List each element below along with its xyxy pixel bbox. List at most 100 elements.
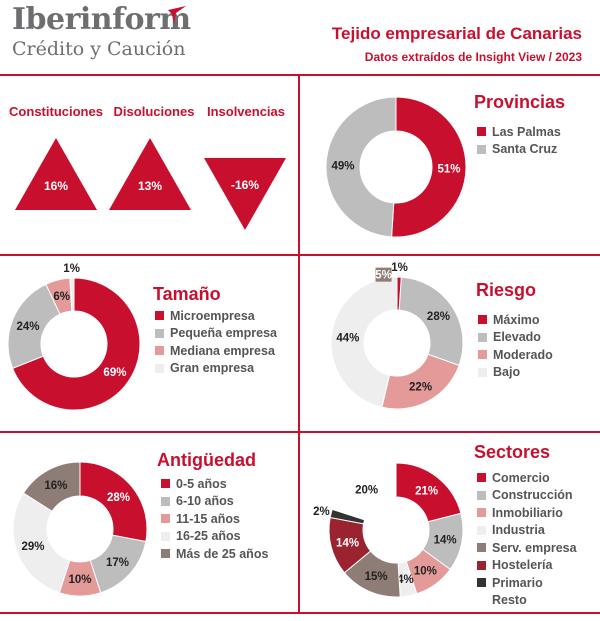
legend-label: 6-10 años bbox=[176, 494, 234, 509]
donut-slice bbox=[69, 277, 75, 312]
donut-slice bbox=[331, 462, 397, 521]
legend-item: Pequeña empresa bbox=[155, 325, 277, 343]
legend-label: Resto bbox=[492, 593, 527, 608]
legend-label: 11-15 años bbox=[176, 511, 240, 526]
legend-label: Hostelería bbox=[492, 558, 553, 573]
legend-item: 16-25 años bbox=[161, 528, 268, 546]
donut-slice bbox=[22, 461, 81, 513]
title-sectores: Sectores bbox=[474, 442, 551, 462]
title-provincias: Provincias bbox=[474, 92, 566, 112]
panel-antiguedad: 28% 17% 10% 29% 16% Antigüedad 0-5 años 6-10… bbox=[0, 433, 298, 612]
legend-swatch bbox=[477, 508, 486, 518]
tri-label-insolvencias: Insolvencias bbox=[206, 104, 286, 119]
legend-swatch bbox=[477, 595, 486, 605]
legend-antiguedad: 0-5 años 6-10 años 11-15 años 16-25 años… bbox=[161, 475, 268, 563]
legend-label: Más de 25 años bbox=[176, 546, 269, 561]
legend-item: 0-5 años bbox=[161, 475, 268, 493]
triangle-chart: 16% 13% -16% bbox=[15, 138, 286, 230]
donut-slice bbox=[11, 277, 141, 411]
data-label: 1% bbox=[63, 263, 80, 275]
legend-item: Primario bbox=[477, 574, 577, 592]
data-label: 1% bbox=[391, 262, 408, 274]
data-label: 2% bbox=[313, 506, 330, 518]
legend-item: Bajo bbox=[478, 364, 553, 382]
legend-label: Inmobiliario bbox=[492, 505, 563, 520]
legend-item: 11-15 años bbox=[161, 510, 268, 528]
divider-top bbox=[0, 74, 600, 76]
legend-item: Serv. empresa bbox=[477, 539, 577, 557]
legend-item: Construcción bbox=[477, 487, 577, 505]
panel-riesgo: 1% 28% 22% 44% 5% Riesgo Máximo Elevado Mode… bbox=[300, 256, 600, 431]
legend-item: Mediana empresa bbox=[155, 342, 277, 360]
data-label: 14% bbox=[336, 537, 359, 549]
legend-label: Pequeña empresa bbox=[170, 326, 277, 341]
legend-item: Comercio bbox=[477, 469, 577, 487]
logo-text: Iberinform bbox=[12, 2, 191, 37]
legend-swatch bbox=[477, 490, 486, 500]
triangle-up-constituciones: 16% bbox=[15, 138, 97, 210]
data-label: 6% bbox=[53, 291, 70, 303]
value-constituciones: 16% bbox=[44, 179, 68, 193]
legend-label: Industria bbox=[492, 523, 545, 538]
legend-swatch bbox=[477, 525, 486, 535]
legend-swatch bbox=[478, 315, 487, 325]
legend-item: Máximo bbox=[478, 311, 553, 329]
divider-row2 bbox=[0, 431, 600, 433]
header: Iberinform Crédito y Caución Tejido empr… bbox=[0, 0, 600, 72]
extra-data-label: 5% bbox=[375, 270, 392, 282]
title-tamano: Tamaño bbox=[153, 284, 221, 304]
legend-item: Gran empresa bbox=[155, 360, 277, 378]
data-label: 29% bbox=[21, 541, 44, 553]
donut-tamano: 69% 24% 6% 1% bbox=[7, 263, 141, 411]
legend-label: Las Palmas bbox=[492, 124, 561, 139]
legend-label: Serv. empresa bbox=[492, 540, 577, 555]
data-label: 44% bbox=[336, 332, 359, 344]
data-label: 16% bbox=[44, 480, 67, 492]
donut-slice bbox=[398, 276, 464, 367]
legend-swatch bbox=[155, 328, 164, 338]
legend-item: Inmobiliario bbox=[477, 504, 577, 522]
legend-item: Más de 25 años bbox=[161, 545, 268, 563]
legend-swatch bbox=[477, 127, 486, 137]
donut-slice bbox=[79, 461, 148, 543]
legend-label: Máximo bbox=[493, 312, 540, 327]
divider-vertical bbox=[298, 74, 300, 612]
title-antiguedad: Antigüedad bbox=[157, 450, 256, 470]
legend-item: Hostelería bbox=[477, 557, 577, 575]
data-label: 17% bbox=[106, 557, 129, 569]
donut-slice bbox=[391, 96, 467, 238]
data-label: 51% bbox=[437, 164, 460, 176]
legend-label: Mediana empresa bbox=[170, 343, 275, 358]
donut-sectores: 21% 14% 10%4% 15% 14% 2% 20% bbox=[313, 462, 464, 598]
legend-label: Moderado bbox=[493, 347, 553, 362]
bird-logo-icon bbox=[168, 6, 186, 24]
data-label: 49% bbox=[332, 160, 355, 172]
triangle-down-insolvencias: -16% bbox=[204, 158, 286, 230]
legend-label: Construcción bbox=[492, 488, 573, 503]
legend-item: Industria bbox=[477, 522, 577, 540]
legend-swatch bbox=[161, 479, 170, 489]
donut-slice bbox=[12, 492, 71, 594]
donut-antiguedad: 28% 17% 10% 29% 16% bbox=[12, 461, 148, 597]
legend-swatch bbox=[477, 144, 486, 154]
legend-swatch bbox=[477, 560, 486, 570]
legend-label: 16-25 años bbox=[176, 529, 241, 544]
legend-swatch bbox=[477, 473, 486, 483]
legend-item: Resto bbox=[477, 592, 577, 610]
donut-provincias: 51% 49% bbox=[325, 96, 467, 238]
data-label: 10% bbox=[68, 574, 91, 586]
data-label: 10% bbox=[414, 565, 437, 577]
panel-sectores: 21% 14% 10% 4% 15% 14% 2% 20% Sectores Comercio… bbox=[300, 433, 600, 612]
legend-swatch bbox=[155, 363, 164, 373]
legend-label: Gran empresa bbox=[170, 361, 255, 376]
data-label: 15% bbox=[365, 571, 388, 583]
extra-slice-marker bbox=[375, 267, 392, 282]
triangle-up-disoluciones: 13% bbox=[109, 138, 191, 210]
data-label: 14% bbox=[434, 534, 457, 546]
title-riesgo: Riesgo bbox=[476, 280, 537, 300]
legend-swatch bbox=[155, 311, 164, 321]
legend-swatch bbox=[478, 350, 487, 360]
panel-indicators: Constituciones Disoluciones Insolvencias… bbox=[0, 76, 298, 254]
legend-riesgo: Máximo Elevado Moderado Bajo bbox=[478, 311, 553, 381]
legend-swatch bbox=[478, 332, 487, 342]
